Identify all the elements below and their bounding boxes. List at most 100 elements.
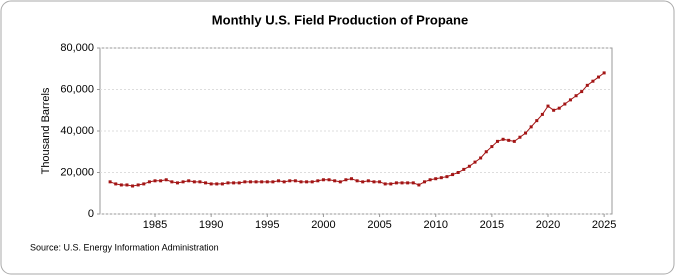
data-point bbox=[467, 164, 471, 168]
data-point bbox=[327, 178, 331, 182]
data-point bbox=[580, 90, 584, 94]
data-point bbox=[495, 139, 499, 143]
data-point bbox=[417, 183, 421, 187]
y-tick-label: 80,000 bbox=[60, 42, 94, 54]
data-point bbox=[153, 179, 157, 183]
data-point bbox=[254, 180, 258, 184]
x-tick-label: 1985 bbox=[143, 219, 167, 231]
data-point bbox=[507, 138, 511, 142]
data-point bbox=[574, 94, 578, 98]
data-point bbox=[568, 98, 572, 102]
y-tick-label: 20,000 bbox=[60, 166, 94, 178]
data-point bbox=[277, 179, 281, 183]
data-point bbox=[456, 171, 460, 174]
data-point bbox=[316, 179, 320, 183]
data-point bbox=[108, 180, 112, 184]
data-point bbox=[288, 179, 292, 183]
data-point bbox=[462, 167, 466, 171]
data-point bbox=[524, 131, 528, 135]
data-point bbox=[389, 182, 393, 186]
data-point bbox=[209, 182, 213, 186]
x-tick-label: 2000 bbox=[311, 219, 335, 231]
data-point bbox=[159, 179, 163, 183]
data-point bbox=[591, 79, 595, 83]
data-point bbox=[305, 180, 309, 184]
data-point bbox=[293, 179, 297, 183]
data-point bbox=[434, 177, 438, 181]
data-point bbox=[350, 177, 354, 181]
x-tick-label: 2025 bbox=[592, 219, 616, 231]
data-point bbox=[535, 119, 539, 123]
data-point bbox=[181, 180, 185, 184]
data-point bbox=[310, 180, 314, 184]
y-tick-label: 40,000 bbox=[60, 125, 94, 137]
data-point bbox=[366, 179, 370, 183]
data-point bbox=[248, 180, 252, 184]
data-point bbox=[490, 145, 494, 149]
data-point bbox=[378, 180, 382, 184]
x-tick-label: 2005 bbox=[367, 219, 391, 231]
data-point bbox=[512, 139, 516, 143]
data-point bbox=[338, 180, 342, 184]
data-point bbox=[226, 181, 230, 185]
data-point bbox=[198, 180, 202, 184]
data-point bbox=[439, 176, 443, 180]
y-tick-label: 60,000 bbox=[60, 83, 94, 95]
data-point bbox=[265, 180, 269, 184]
data-point bbox=[383, 182, 387, 186]
data-point bbox=[333, 179, 337, 183]
data-point bbox=[344, 178, 348, 182]
data-point bbox=[563, 102, 567, 106]
data-point bbox=[192, 180, 196, 184]
data-point bbox=[114, 182, 118, 186]
data-point bbox=[147, 180, 151, 184]
y-tick-label: 0 bbox=[88, 208, 94, 220]
data-point bbox=[602, 71, 606, 75]
data-point bbox=[220, 182, 224, 186]
data-point bbox=[232, 181, 236, 185]
data-point bbox=[215, 182, 219, 186]
data-point bbox=[282, 180, 286, 184]
data-point bbox=[501, 137, 505, 141]
data-point bbox=[131, 184, 135, 188]
data-point bbox=[557, 106, 561, 110]
data-point bbox=[321, 178, 325, 182]
data-point bbox=[400, 181, 404, 185]
x-tick-label: 2015 bbox=[480, 219, 504, 231]
x-tick-label: 2010 bbox=[423, 219, 447, 231]
data-point bbox=[451, 173, 455, 177]
data-point bbox=[428, 178, 432, 182]
data-point bbox=[473, 160, 477, 164]
data-point bbox=[411, 181, 415, 185]
data-point bbox=[260, 180, 264, 184]
data-point bbox=[299, 180, 303, 184]
data-point bbox=[119, 183, 123, 187]
x-tick-label: 1995 bbox=[255, 219, 279, 231]
data-point bbox=[271, 180, 275, 184]
data-point bbox=[546, 104, 550, 108]
data-point bbox=[361, 180, 365, 184]
data-point bbox=[540, 112, 544, 116]
data-point bbox=[142, 182, 146, 186]
data-point bbox=[355, 179, 359, 183]
data-point bbox=[406, 181, 410, 185]
data-point bbox=[529, 125, 533, 129]
data-point bbox=[394, 181, 398, 185]
data-point bbox=[372, 180, 376, 184]
data-point bbox=[484, 150, 488, 154]
data-point bbox=[204, 181, 208, 185]
source: Source: U.S. Energy Information Administ… bbox=[30, 242, 219, 252]
data-point bbox=[164, 178, 168, 182]
data-point bbox=[237, 181, 241, 185]
data-point bbox=[597, 75, 601, 79]
data-point bbox=[125, 183, 129, 187]
y-axis-label: Thousand Barrels bbox=[40, 87, 52, 174]
data-point bbox=[243, 180, 247, 184]
data-point bbox=[552, 108, 556, 112]
data-point bbox=[518, 135, 522, 139]
data-point bbox=[136, 183, 140, 187]
data-point bbox=[170, 180, 174, 184]
data-point bbox=[175, 181, 179, 185]
chart-title: Monthly U.S. Field Production of Propane bbox=[212, 12, 468, 27]
